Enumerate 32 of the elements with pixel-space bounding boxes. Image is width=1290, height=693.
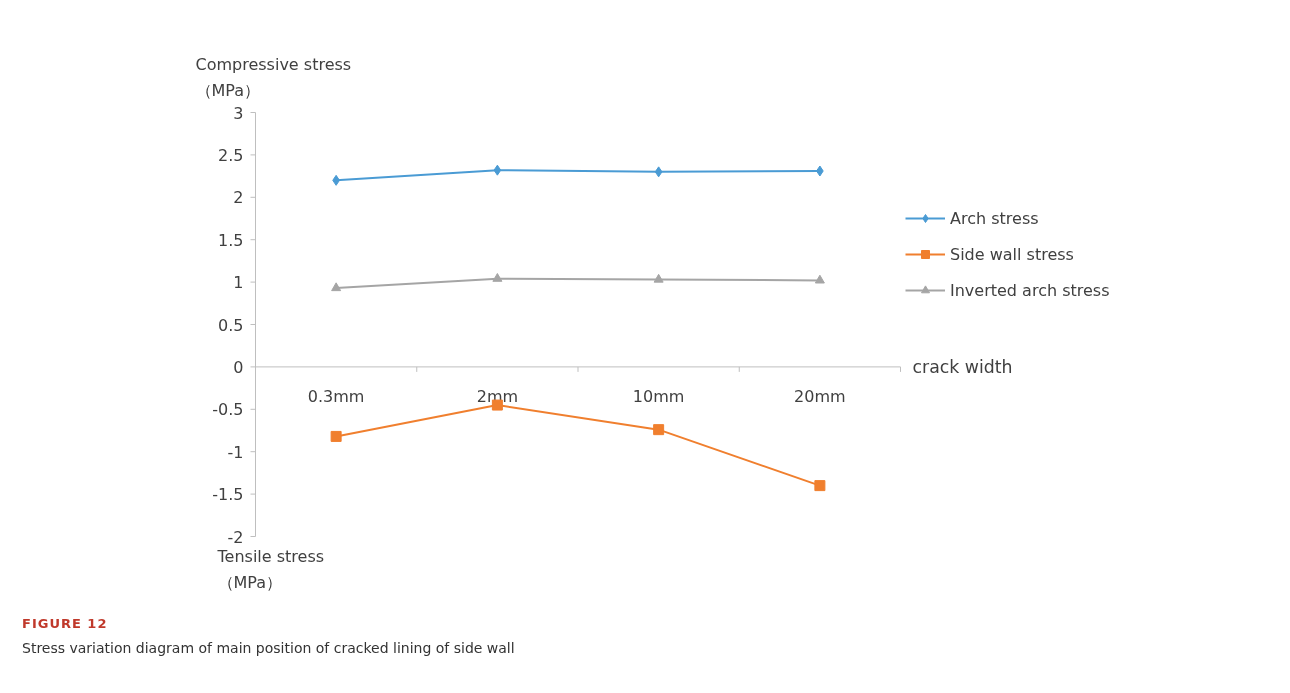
y-tick-label: 0.5: [218, 315, 244, 335]
x-tick-label: 10mm: [632, 387, 685, 407]
point: [654, 166, 663, 178]
point: [814, 480, 826, 492]
x-axis-title: crack width: [912, 356, 1013, 377]
y-tick-label: 0: [233, 357, 244, 377]
text: FIGURE 12: [22, 615, 109, 633]
y-tick-label: 2: [233, 188, 244, 208]
legend-label: Inverted arch stress: [950, 280, 1110, 300]
text: Stress variation diagram of main position of cracked lining of side wall: [22, 638, 515, 658]
point: [492, 273, 503, 282]
y-tick-label: 1.5: [218, 230, 244, 250]
point: [653, 273, 664, 283]
y-tick-label: -1.5: [212, 485, 244, 505]
point: [330, 430, 342, 442]
legend-label: Arch stress: [950, 208, 1039, 228]
y-tick-label: 1: [233, 273, 244, 293]
point: [331, 282, 342, 292]
x-tick-label: 20mm: [794, 387, 846, 407]
y-tick-label: 3: [233, 103, 244, 123]
text: Tensile stress （MPa）: [216, 546, 325, 593]
y-tick-label: 2.5: [218, 145, 244, 165]
x-tick-label: 0.3mm: [307, 387, 365, 407]
point: [814, 274, 825, 284]
point: [653, 424, 665, 436]
y-tick-label: -1: [227, 442, 244, 462]
y-axis-title: Compressive stress （MPa）: [195, 54, 352, 101]
point: [493, 164, 502, 176]
x-tick-label: 2mm: [476, 387, 519, 407]
y-tick-label: -2: [227, 527, 244, 547]
legend-label: Side wall stress: [950, 244, 1074, 264]
y-tick-label: -0.5: [212, 400, 244, 420]
